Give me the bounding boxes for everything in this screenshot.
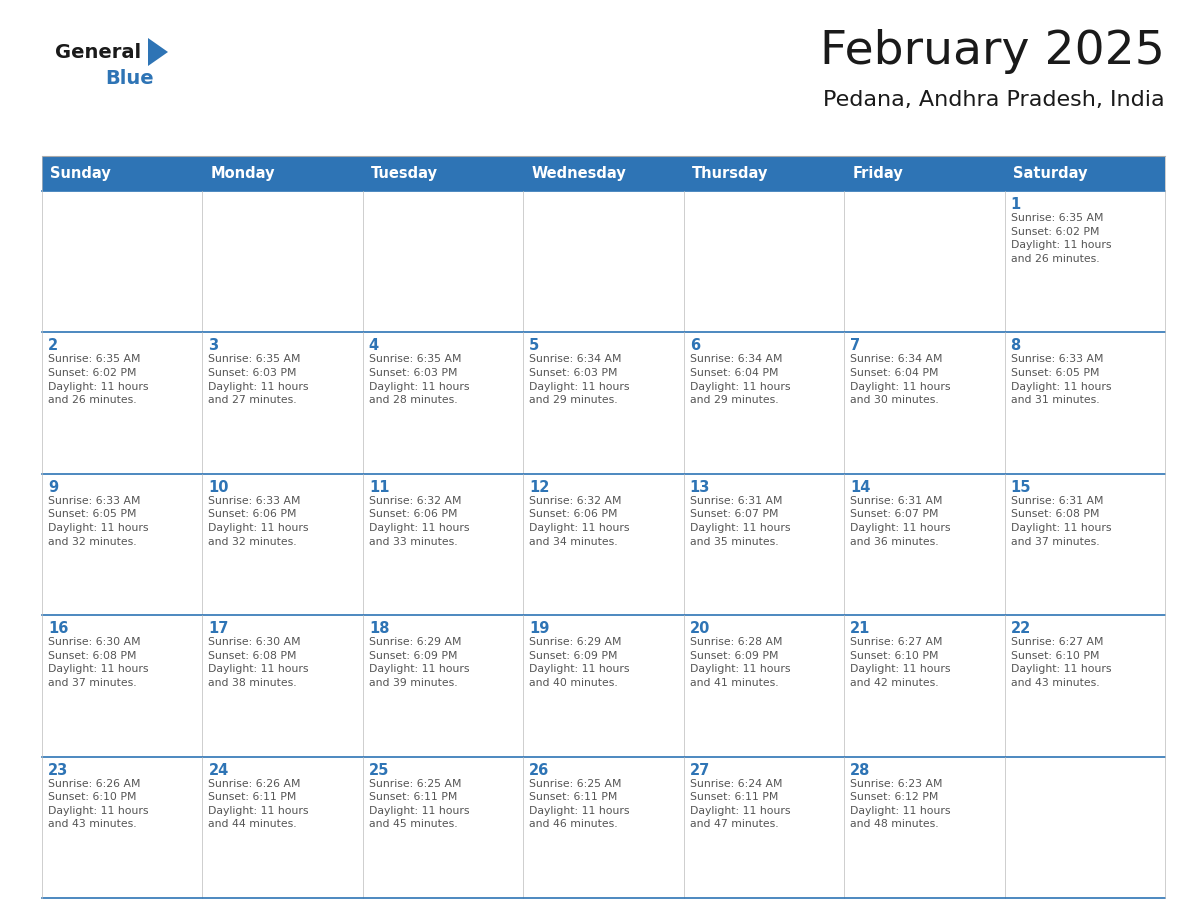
Text: Wednesday: Wednesday (531, 166, 626, 181)
Text: Sunrise: 6:24 AM
Sunset: 6:11 PM
Daylight: 11 hours
and 47 minutes.: Sunrise: 6:24 AM Sunset: 6:11 PM Dayligh… (690, 778, 790, 829)
Text: Sunrise: 6:35 AM
Sunset: 6:02 PM
Daylight: 11 hours
and 26 minutes.: Sunrise: 6:35 AM Sunset: 6:02 PM Dayligh… (1011, 213, 1111, 263)
Text: 10: 10 (208, 480, 229, 495)
Text: 20: 20 (690, 621, 710, 636)
Text: Sunrise: 6:27 AM
Sunset: 6:10 PM
Daylight: 11 hours
and 42 minutes.: Sunrise: 6:27 AM Sunset: 6:10 PM Dayligh… (851, 637, 950, 688)
Text: 15: 15 (1011, 480, 1031, 495)
Text: 12: 12 (530, 480, 550, 495)
Text: 17: 17 (208, 621, 229, 636)
Text: Sunrise: 6:31 AM
Sunset: 6:07 PM
Daylight: 11 hours
and 36 minutes.: Sunrise: 6:31 AM Sunset: 6:07 PM Dayligh… (851, 496, 950, 546)
Text: 7: 7 (851, 339, 860, 353)
Text: Sunrise: 6:25 AM
Sunset: 6:11 PM
Daylight: 11 hours
and 46 minutes.: Sunrise: 6:25 AM Sunset: 6:11 PM Dayligh… (530, 778, 630, 829)
Text: Thursday: Thursday (691, 166, 769, 181)
Text: Sunrise: 6:26 AM
Sunset: 6:10 PM
Daylight: 11 hours
and 43 minutes.: Sunrise: 6:26 AM Sunset: 6:10 PM Dayligh… (48, 778, 148, 829)
Text: 4: 4 (368, 339, 379, 353)
Text: Sunrise: 6:31 AM
Sunset: 6:07 PM
Daylight: 11 hours
and 35 minutes.: Sunrise: 6:31 AM Sunset: 6:07 PM Dayligh… (690, 496, 790, 546)
Text: General: General (55, 42, 141, 62)
Text: February 2025: February 2025 (820, 29, 1165, 74)
Text: 1: 1 (1011, 197, 1020, 212)
Text: 25: 25 (368, 763, 390, 778)
Text: 11: 11 (368, 480, 390, 495)
Text: 19: 19 (530, 621, 550, 636)
Text: 5: 5 (530, 339, 539, 353)
Text: 22: 22 (1011, 621, 1031, 636)
Text: Friday: Friday (852, 166, 903, 181)
Text: Sunrise: 6:33 AM
Sunset: 6:06 PM
Daylight: 11 hours
and 32 minutes.: Sunrise: 6:33 AM Sunset: 6:06 PM Dayligh… (208, 496, 309, 546)
Text: 16: 16 (48, 621, 69, 636)
Polygon shape (148, 38, 168, 66)
Bar (42, 156, 1165, 191)
Text: 28: 28 (851, 763, 871, 778)
Text: 6: 6 (690, 339, 700, 353)
Text: 14: 14 (851, 480, 871, 495)
Text: 23: 23 (48, 763, 68, 778)
Text: Sunrise: 6:35 AM
Sunset: 6:03 PM
Daylight: 11 hours
and 28 minutes.: Sunrise: 6:35 AM Sunset: 6:03 PM Dayligh… (368, 354, 469, 405)
Text: 13: 13 (690, 480, 710, 495)
Text: 8: 8 (1011, 339, 1020, 353)
Text: 21: 21 (851, 621, 871, 636)
Text: Tuesday: Tuesday (371, 166, 438, 181)
Text: Sunday: Sunday (50, 166, 110, 181)
Text: Sunrise: 6:30 AM
Sunset: 6:08 PM
Daylight: 11 hours
and 37 minutes.: Sunrise: 6:30 AM Sunset: 6:08 PM Dayligh… (48, 637, 148, 688)
Text: 26: 26 (530, 763, 550, 778)
Text: Sunrise: 6:30 AM
Sunset: 6:08 PM
Daylight: 11 hours
and 38 minutes.: Sunrise: 6:30 AM Sunset: 6:08 PM Dayligh… (208, 637, 309, 688)
Text: Saturday: Saturday (1012, 166, 1087, 181)
Text: Pedana, Andhra Pradesh, India: Pedana, Andhra Pradesh, India (823, 90, 1165, 110)
Text: 24: 24 (208, 763, 228, 778)
Text: Sunrise: 6:35 AM
Sunset: 6:03 PM
Daylight: 11 hours
and 27 minutes.: Sunrise: 6:35 AM Sunset: 6:03 PM Dayligh… (208, 354, 309, 405)
Text: Sunrise: 6:35 AM
Sunset: 6:02 PM
Daylight: 11 hours
and 26 minutes.: Sunrise: 6:35 AM Sunset: 6:02 PM Dayligh… (48, 354, 148, 405)
Text: Sunrise: 6:27 AM
Sunset: 6:10 PM
Daylight: 11 hours
and 43 minutes.: Sunrise: 6:27 AM Sunset: 6:10 PM Dayligh… (1011, 637, 1111, 688)
Text: 18: 18 (368, 621, 390, 636)
Text: 9: 9 (48, 480, 58, 495)
Text: Sunrise: 6:26 AM
Sunset: 6:11 PM
Daylight: 11 hours
and 44 minutes.: Sunrise: 6:26 AM Sunset: 6:11 PM Dayligh… (208, 778, 309, 829)
Text: Sunrise: 6:29 AM
Sunset: 6:09 PM
Daylight: 11 hours
and 39 minutes.: Sunrise: 6:29 AM Sunset: 6:09 PM Dayligh… (368, 637, 469, 688)
Text: Sunrise: 6:33 AM
Sunset: 6:05 PM
Daylight: 11 hours
and 31 minutes.: Sunrise: 6:33 AM Sunset: 6:05 PM Dayligh… (1011, 354, 1111, 405)
Text: Sunrise: 6:28 AM
Sunset: 6:09 PM
Daylight: 11 hours
and 41 minutes.: Sunrise: 6:28 AM Sunset: 6:09 PM Dayligh… (690, 637, 790, 688)
Text: 3: 3 (208, 339, 219, 353)
Text: Sunrise: 6:34 AM
Sunset: 6:04 PM
Daylight: 11 hours
and 29 minutes.: Sunrise: 6:34 AM Sunset: 6:04 PM Dayligh… (690, 354, 790, 405)
Text: Sunrise: 6:34 AM
Sunset: 6:04 PM
Daylight: 11 hours
and 30 minutes.: Sunrise: 6:34 AM Sunset: 6:04 PM Dayligh… (851, 354, 950, 405)
Text: Sunrise: 6:34 AM
Sunset: 6:03 PM
Daylight: 11 hours
and 29 minutes.: Sunrise: 6:34 AM Sunset: 6:03 PM Dayligh… (530, 354, 630, 405)
Text: 27: 27 (690, 763, 710, 778)
Text: Sunrise: 6:29 AM
Sunset: 6:09 PM
Daylight: 11 hours
and 40 minutes.: Sunrise: 6:29 AM Sunset: 6:09 PM Dayligh… (530, 637, 630, 688)
Text: Sunrise: 6:31 AM
Sunset: 6:08 PM
Daylight: 11 hours
and 37 minutes.: Sunrise: 6:31 AM Sunset: 6:08 PM Dayligh… (1011, 496, 1111, 546)
Text: Sunrise: 6:25 AM
Sunset: 6:11 PM
Daylight: 11 hours
and 45 minutes.: Sunrise: 6:25 AM Sunset: 6:11 PM Dayligh… (368, 778, 469, 829)
Text: Monday: Monday (210, 166, 274, 181)
Text: Sunrise: 6:32 AM
Sunset: 6:06 PM
Daylight: 11 hours
and 34 minutes.: Sunrise: 6:32 AM Sunset: 6:06 PM Dayligh… (530, 496, 630, 546)
Text: Sunrise: 6:32 AM
Sunset: 6:06 PM
Daylight: 11 hours
and 33 minutes.: Sunrise: 6:32 AM Sunset: 6:06 PM Dayligh… (368, 496, 469, 546)
Text: Sunrise: 6:23 AM
Sunset: 6:12 PM
Daylight: 11 hours
and 48 minutes.: Sunrise: 6:23 AM Sunset: 6:12 PM Dayligh… (851, 778, 950, 829)
Text: Blue: Blue (105, 69, 153, 87)
Text: Sunrise: 6:33 AM
Sunset: 6:05 PM
Daylight: 11 hours
and 32 minutes.: Sunrise: 6:33 AM Sunset: 6:05 PM Dayligh… (48, 496, 148, 546)
Text: 2: 2 (48, 339, 58, 353)
